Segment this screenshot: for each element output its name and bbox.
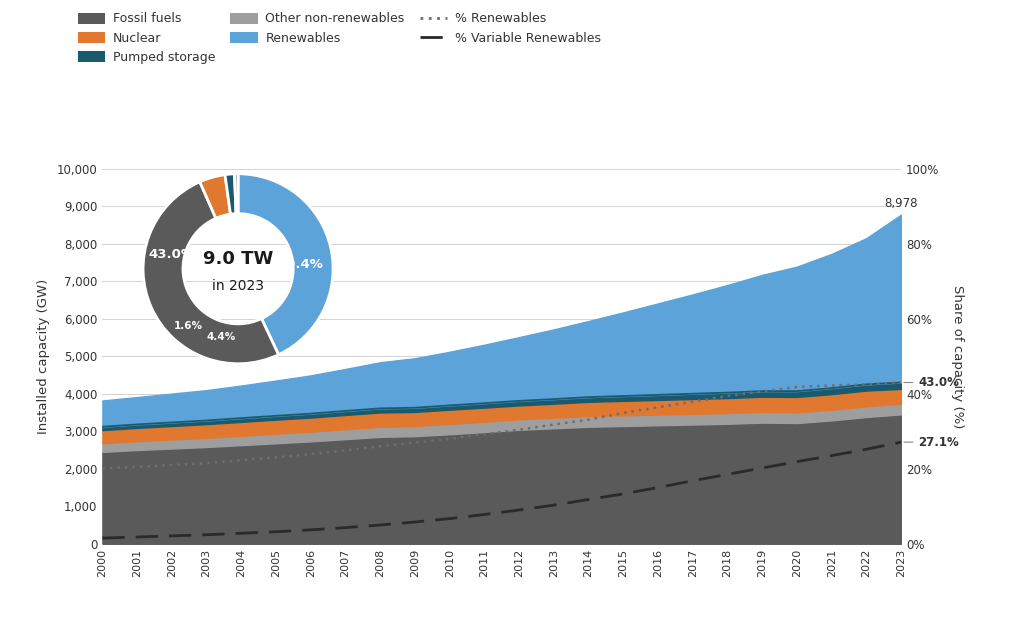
Legend: Fossil fuels, Nuclear, Pumped storage, Other non-renewables, Renewables, % Renew: Fossil fuels, Nuclear, Pumped storage, O… [78, 12, 601, 64]
Text: 27.1%: 27.1% [904, 436, 959, 449]
Wedge shape [234, 174, 239, 214]
Text: 9.0 TW: 9.0 TW [203, 250, 273, 268]
Text: 4.4%: 4.4% [207, 332, 236, 342]
Wedge shape [238, 174, 333, 355]
Wedge shape [200, 174, 230, 218]
Y-axis label: Installed capacity (GW): Installed capacity (GW) [37, 279, 50, 434]
Wedge shape [225, 174, 236, 214]
Text: 50.4%: 50.4% [276, 258, 323, 271]
Text: in 2023: in 2023 [212, 279, 264, 293]
Text: 43.0%: 43.0% [148, 248, 195, 261]
Wedge shape [143, 182, 279, 364]
Text: 8,978: 8,978 [885, 197, 918, 210]
Y-axis label: Share of capacity (%): Share of capacity (%) [951, 284, 965, 428]
Text: 43.0%: 43.0% [904, 376, 959, 389]
Text: 1.6%: 1.6% [174, 321, 203, 331]
